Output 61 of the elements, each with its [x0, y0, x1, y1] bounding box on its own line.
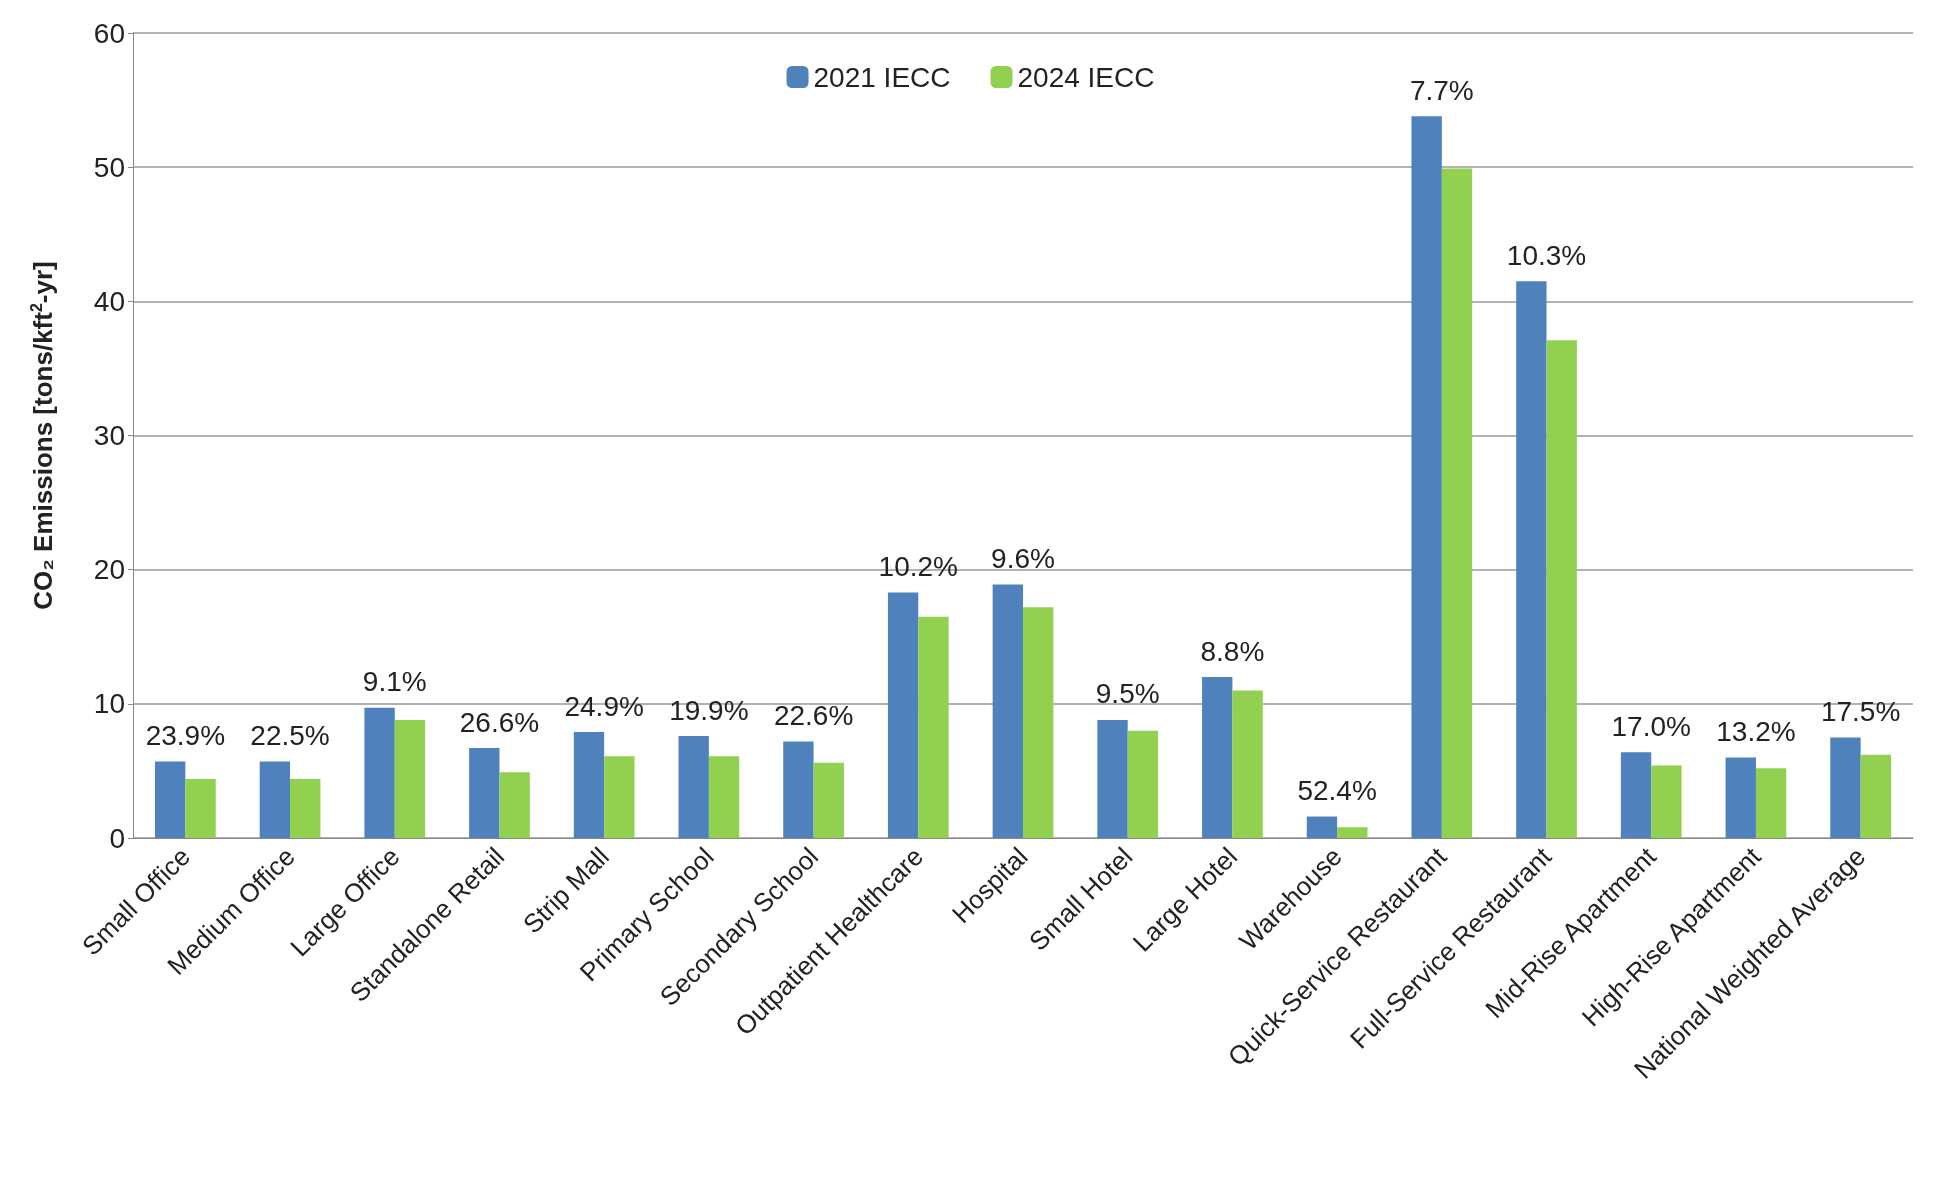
bar	[499, 772, 530, 838]
bar	[259, 761, 291, 838]
y-tick-label: 0	[109, 822, 125, 854]
legend-label: 2024 IECC	[1017, 61, 1155, 93]
y-tick-label: 10	[93, 688, 125, 720]
bar	[783, 741, 814, 838]
annotation: 26.6%	[459, 706, 540, 738]
y-tick-label: 30	[93, 420, 125, 451]
bar	[364, 707, 395, 838]
bar	[1306, 816, 1338, 838]
annotation: 7.7%	[1409, 74, 1474, 106]
bar	[1411, 116, 1442, 838]
annotation: 22.6%	[773, 699, 854, 731]
annotation: 17.0%	[1611, 710, 1691, 742]
bar	[1830, 737, 1861, 838]
annotation: 9.5%	[1095, 678, 1160, 710]
bar	[185, 778, 216, 838]
bar	[573, 732, 605, 838]
bar	[1441, 168, 1473, 838]
annotation: 13.2%	[1716, 716, 1796, 747]
bar	[154, 761, 186, 838]
bar	[813, 762, 844, 838]
bar	[887, 592, 919, 838]
bar	[1023, 607, 1054, 838]
bar	[992, 584, 1023, 838]
legend-label: 2021 IECC	[813, 61, 951, 93]
bar	[1620, 752, 1652, 838]
bar	[1232, 690, 1263, 838]
bar	[1755, 768, 1787, 838]
y-tick-label: 50	[93, 151, 125, 183]
y-tick-label: 40	[93, 285, 125, 317]
annotation: 52.4%	[1297, 775, 1377, 807]
bar	[1337, 827, 1368, 838]
annotation: 10.2%	[878, 550, 958, 582]
bar	[604, 756, 635, 838]
bar	[469, 748, 500, 838]
annotation: 9.1%	[362, 666, 427, 698]
annotation: 9.6%	[991, 542, 1055, 574]
bar	[1860, 754, 1892, 838]
y-tick-label: 20	[93, 554, 125, 586]
annotation: 17.5%	[1820, 695, 1901, 727]
bar	[1546, 340, 1577, 838]
annotation: 8.8%	[1200, 635, 1265, 667]
bar	[678, 736, 709, 838]
bar	[1097, 719, 1128, 838]
bar	[394, 719, 426, 838]
annotation: 23.9%	[145, 720, 226, 752]
annotation: 22.5%	[250, 720, 330, 752]
annotation: 10.3%	[1506, 239, 1587, 271]
bar	[1202, 677, 1233, 838]
bar	[1651, 765, 1682, 838]
bar	[290, 778, 321, 838]
bar	[1127, 730, 1159, 838]
bar	[708, 756, 740, 838]
annotation: 24.9%	[564, 690, 644, 722]
y-tick-label: 60	[93, 17, 125, 49]
y-axis-title: CO₂ Emissions [tons/kft2-yr]	[27, 261, 58, 610]
bar	[918, 616, 949, 838]
bar	[1725, 757, 1756, 838]
bar	[1516, 281, 1547, 838]
annotation: 19.9%	[669, 694, 749, 726]
